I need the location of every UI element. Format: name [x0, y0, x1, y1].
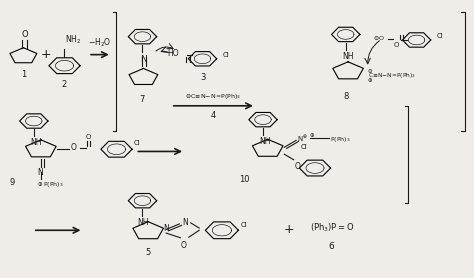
Text: O: O — [180, 240, 186, 250]
Text: HO: HO — [167, 49, 179, 58]
Text: 6: 6 — [328, 242, 334, 251]
Text: C$\!\equiv\!$N$-$N$\!=\!$P(Ph)$_3$: C$\!\equiv\!$N$-$N$\!=\!$P(Ph)$_3$ — [368, 71, 416, 80]
Text: 8: 8 — [343, 92, 348, 101]
Text: Cl: Cl — [437, 33, 443, 39]
Text: N: N — [37, 168, 43, 177]
Text: O: O — [394, 42, 400, 48]
Text: Cl: Cl — [134, 140, 141, 146]
Text: N: N — [140, 55, 147, 64]
Text: N: N — [164, 224, 170, 234]
Text: 2: 2 — [62, 80, 67, 88]
Text: O: O — [294, 162, 300, 171]
Text: 9: 9 — [10, 178, 15, 187]
Text: $\oplus$: $\oplus$ — [367, 76, 373, 84]
Text: $\oplus$: $\oplus$ — [37, 180, 43, 188]
Text: 7: 7 — [140, 95, 145, 104]
Text: 1: 1 — [21, 70, 26, 79]
Text: +: + — [40, 48, 51, 61]
Text: O: O — [21, 29, 27, 39]
Text: 4: 4 — [211, 111, 216, 120]
Text: NH: NH — [30, 138, 42, 147]
Text: 3: 3 — [201, 73, 206, 82]
Text: NH: NH — [260, 137, 271, 146]
Text: NH$_2$: NH$_2$ — [65, 33, 82, 46]
Text: $\ominus$O: $\ominus$O — [373, 34, 384, 42]
Text: 10: 10 — [239, 175, 249, 184]
Text: N$^{\oplus}$: N$^{\oplus}$ — [298, 134, 309, 144]
Text: NH: NH — [137, 218, 149, 227]
Text: 5: 5 — [146, 248, 151, 257]
Text: P(Ph)$_3$: P(Ph)$_3$ — [330, 135, 351, 143]
Text: +: + — [283, 223, 294, 236]
Text: $\oplus$: $\oplus$ — [309, 131, 315, 139]
Text: O: O — [85, 133, 91, 140]
Text: P(Ph)$_3$: P(Ph)$_3$ — [43, 180, 64, 188]
Text: Cl: Cl — [223, 52, 229, 58]
Text: Cl: Cl — [240, 222, 247, 228]
Text: $-$H$_2$O: $-$H$_2$O — [88, 36, 111, 49]
Text: $\ominus$C$\!\equiv\!$N$-$N$\!=\!$P(Ph)$_3$: $\ominus$C$\!\equiv\!$N$-$N$\!=\!$P(Ph)$… — [185, 92, 242, 101]
Text: N: N — [182, 218, 188, 227]
Text: Cl: Cl — [301, 144, 308, 150]
Text: $\ominus$: $\ominus$ — [367, 67, 373, 75]
Text: NH: NH — [342, 52, 354, 61]
Text: O: O — [71, 143, 76, 152]
Text: (Ph$_3$)P$=$O: (Ph$_3$)P$=$O — [310, 221, 355, 234]
